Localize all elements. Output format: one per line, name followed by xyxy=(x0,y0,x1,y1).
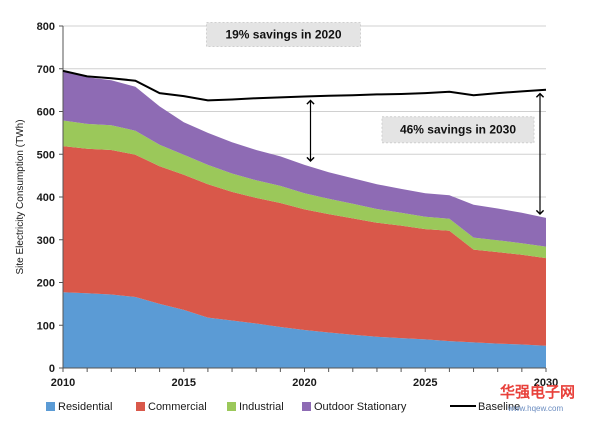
legend-label-outdoor-stationary: Outdoor Stationary xyxy=(314,401,407,413)
baseline-line xyxy=(62,69,547,102)
y-tick-100: 100 xyxy=(37,320,55,332)
watermark: 华强电子网 www.hqew.com xyxy=(500,383,575,413)
legend-label-baseline: Baseline xyxy=(478,401,520,413)
watermark-url: www.hqew.com xyxy=(507,404,563,413)
legend-swatch-industrial xyxy=(227,402,236,411)
axes xyxy=(59,25,547,372)
y-tick-700: 700 xyxy=(37,64,55,76)
legend-swatch-commercial xyxy=(136,402,145,411)
stacked-areas xyxy=(63,70,546,368)
area-industrial xyxy=(63,120,546,259)
area-outdoor-stationary xyxy=(63,70,546,247)
x-tick-2025: 2025 xyxy=(413,377,437,389)
legend: Residential Commercial Industrial Outdoor S… xyxy=(46,401,520,413)
annotation-label-2030: 46% savings in 2030 xyxy=(400,123,516,137)
baseline-layer xyxy=(62,69,547,102)
legend-swatch-residential xyxy=(46,402,55,411)
x-tick-2030: 2030 xyxy=(534,377,558,389)
y-tick-200: 200 xyxy=(37,278,55,290)
y-tick-labels: 0 100 200 300 400 500 600 700 800 xyxy=(37,21,55,375)
annotation-label-2020: 19% savings in 2020 xyxy=(225,28,341,42)
area-commercial xyxy=(63,146,546,346)
y-axis-label: Site Electricity Consumption (TWh) xyxy=(15,119,26,274)
area-residential xyxy=(63,292,546,368)
x-tick-2020: 2020 xyxy=(292,377,316,389)
y-tick-800: 800 xyxy=(37,21,55,33)
y-tick-600: 600 xyxy=(37,107,55,119)
y-tick-300: 300 xyxy=(37,235,55,247)
watermark-text: 华强电子网 xyxy=(500,383,575,401)
legend-label-commercial: Commercial xyxy=(148,401,207,413)
x-tick-2010: 2010 xyxy=(51,377,75,389)
annotation-box-2020 xyxy=(206,22,361,48)
legend-label-industrial: Industrial xyxy=(239,401,284,413)
x-tick-labels: 2010 2015 2020 2025 2030 xyxy=(51,377,558,389)
legend-label-residential: Residential xyxy=(58,401,112,413)
x-tick-2015: 2015 xyxy=(172,377,196,389)
y-tick-0: 0 xyxy=(49,363,55,375)
annotations: 19% savings in 2020 46% savings in 2030 xyxy=(206,22,545,215)
y-tick-500: 500 xyxy=(37,149,55,161)
annotation-box-2030 xyxy=(381,116,535,144)
legend-swatch-outdoor-stationary xyxy=(302,402,311,411)
y-tick-400: 400 xyxy=(37,192,55,204)
